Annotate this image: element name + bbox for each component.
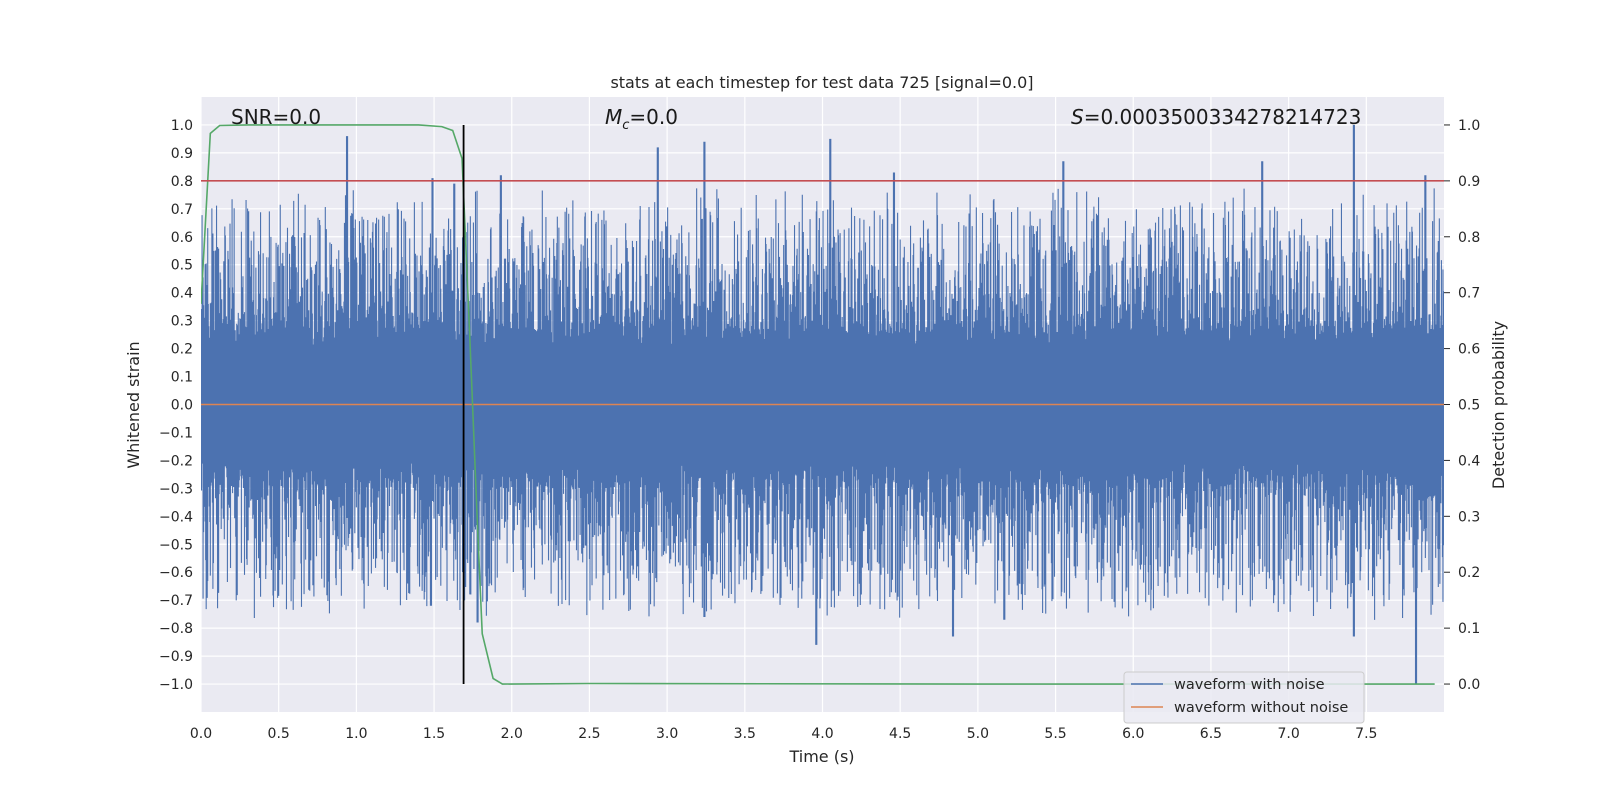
x-tick-label: 2.0 bbox=[501, 726, 523, 742]
y-right-tick-label: 0.1 bbox=[1458, 621, 1480, 637]
chirp-mass-subscript: c bbox=[622, 118, 629, 133]
y-right-tick-label: 0.3 bbox=[1458, 509, 1480, 525]
y-tick-label: 0.7 bbox=[171, 202, 193, 218]
y-axis-title: Whitened strain bbox=[124, 341, 143, 468]
x-tick-label: 6.5 bbox=[1200, 726, 1222, 742]
y-tick-label: −0.5 bbox=[159, 537, 193, 553]
legend-box bbox=[1123, 671, 1365, 724]
s-stat-value: =0.0003500334278214723 bbox=[1084, 105, 1362, 129]
y-right-tick-label: 0.4 bbox=[1458, 453, 1480, 469]
x-tick-label: 4.5 bbox=[889, 726, 911, 742]
y-tick-label: −0.3 bbox=[159, 481, 193, 497]
legend-label-clean: waveform without noise bbox=[1174, 700, 1348, 716]
y-tick-label: −0.6 bbox=[159, 565, 193, 581]
chart-title: stats at each timestep for test data 725… bbox=[610, 73, 1033, 92]
x-tick-label: 0.0 bbox=[190, 726, 212, 742]
x-tick-label: 3.5 bbox=[734, 726, 756, 742]
chirp-mass-annotation: Mc=0.0 bbox=[605, 105, 678, 133]
y-tick-label: −0.8 bbox=[159, 621, 193, 637]
data-layer bbox=[201, 124, 1444, 685]
y-right-tick-label: 0.5 bbox=[1458, 398, 1480, 414]
chirp-mass-value: =0.0 bbox=[629, 105, 678, 129]
chirp-mass-symbol: M bbox=[605, 105, 622, 129]
x-tick-label: 6.0 bbox=[1122, 726, 1144, 742]
y-tick-label: −0.9 bbox=[159, 649, 193, 665]
x-tick-label: 1.0 bbox=[345, 726, 367, 742]
y-tick-label: 0.6 bbox=[171, 230, 193, 246]
y-tick-label: 0.2 bbox=[171, 342, 193, 358]
y-tick-label: 0.5 bbox=[171, 258, 193, 274]
axes: 0.0 0.5 1.0 1.5 2.0 2.5 3.0 3.5 4.0 4.5 5.0 5.5 6.0 6… bbox=[159, 118, 1480, 742]
legend-label-noisy: waveform with noise bbox=[1174, 677, 1325, 693]
y-right-tick-label: 0.0 bbox=[1458, 677, 1480, 693]
x-tick-label: 5.0 bbox=[967, 726, 989, 742]
legend: waveform with noise waveform without noi… bbox=[1123, 671, 1365, 724]
y-tick-label: −1.0 bbox=[159, 677, 193, 693]
s-stat-symbol: S bbox=[1071, 105, 1084, 129]
snr-annotation: SNR=0.0 bbox=[231, 105, 321, 129]
detection-probability-series bbox=[201, 124, 1435, 685]
y-tick-label: 0.4 bbox=[171, 286, 193, 302]
x-tick-label: 0.5 bbox=[268, 726, 290, 742]
s-stat-annotation: S=0.0003500334278214723 bbox=[1071, 105, 1361, 129]
x-tick-label: 7.0 bbox=[1277, 726, 1299, 742]
y-tick-label: −0.4 bbox=[159, 509, 193, 525]
y-tick-label: 0.3 bbox=[171, 314, 193, 330]
y-tick-label: −0.7 bbox=[159, 593, 193, 609]
x-tick-label: 2.5 bbox=[578, 726, 600, 742]
y-right-tick-label: 0.8 bbox=[1458, 230, 1480, 246]
y-tick-label: −0.1 bbox=[159, 425, 193, 441]
y-tick-label: 0.9 bbox=[171, 146, 193, 162]
y-right-axis-title: Detection probability bbox=[1489, 321, 1508, 489]
y-right-tick-label: 0.2 bbox=[1458, 565, 1480, 581]
x-tick-label: 1.5 bbox=[423, 726, 445, 742]
x-tick-label: 3.0 bbox=[656, 726, 678, 742]
x-axis-title: Time (s) bbox=[788, 747, 854, 766]
y-right-tick-label: 0.7 bbox=[1458, 286, 1480, 302]
x-tick-label: 7.5 bbox=[1355, 726, 1377, 742]
x-tick-label: 5.5 bbox=[1044, 726, 1066, 742]
y-tick-label: 0.0 bbox=[171, 398, 193, 414]
y-tick-label: 0.1 bbox=[171, 370, 193, 386]
y-tick-label: −0.2 bbox=[159, 453, 193, 469]
y-tick-label: 1.0 bbox=[171, 118, 193, 134]
y-right-tick-label: 0.9 bbox=[1458, 174, 1480, 190]
y-tick-label: 0.8 bbox=[171, 174, 193, 190]
y-right-tick-label: 1.0 bbox=[1458, 118, 1480, 134]
x-tick-label: 4.0 bbox=[811, 726, 833, 742]
y-right-tick-label: 0.6 bbox=[1458, 342, 1480, 358]
